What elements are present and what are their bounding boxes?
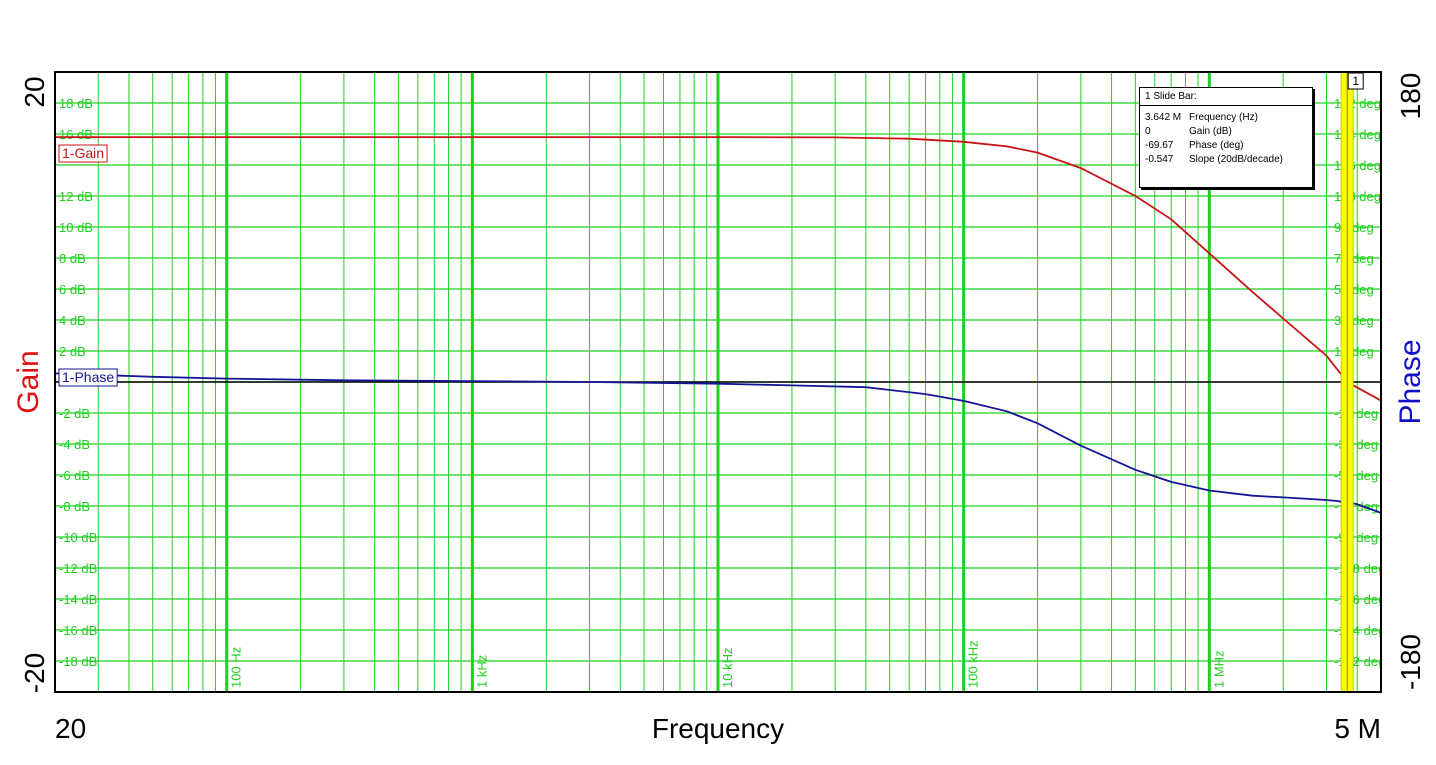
phase-tick-label: -54 deg <box>1334 468 1378 483</box>
gain-tick-label: 4 dB <box>59 313 86 328</box>
gain-tick-label: 10 dB <box>59 220 93 235</box>
frequency-decade-label: 100 Hz <box>229 647 244 688</box>
phase-legend-box <box>58 368 118 387</box>
gain-tick-label: -6 dB <box>59 468 90 483</box>
readout-value: -0.547 <box>1145 154 1174 165</box>
readout-label: Frequency (Hz) <box>1189 112 1258 123</box>
gain-tick-label: -2 dB <box>59 406 90 421</box>
gain-legend-box <box>58 144 108 163</box>
x-min-label: 20 <box>55 713 86 744</box>
gain-axis-title: Gain <box>12 350 45 413</box>
phase-min-label: -180 <box>1395 634 1426 690</box>
gain-tick-label: -14 dB <box>59 592 97 607</box>
gain-tick-label: -16 dB <box>59 623 97 638</box>
gain-min-label: -20 <box>19 653 50 693</box>
readout-label: Gain (dB) <box>1189 126 1232 137</box>
phase-tick-label: -90 deg <box>1334 530 1378 545</box>
gain-tick-label: 6 dB <box>59 282 86 297</box>
gain-tick-label: 18 dB <box>59 96 93 111</box>
readout-row: 0 Gain (dB) <box>1140 125 1312 139</box>
readout-value: 3.642 M <box>1145 112 1182 123</box>
phase-tick-label: 54 deg <box>1334 282 1374 297</box>
readout-row: 3.642 M Frequency (Hz) <box>1140 111 1312 125</box>
gain-legend: 1-Gain <box>62 145 104 161</box>
phase-tick-label: 72 deg <box>1334 251 1374 266</box>
cursor-tag-label: 1 <box>1352 74 1359 88</box>
readout-value: -69.67 <box>1145 140 1174 151</box>
gain-tick-label: -18 dB <box>59 654 97 669</box>
phase-tick-label: -36 deg <box>1334 437 1378 452</box>
gain-tick-label: 12 dB <box>59 189 93 204</box>
plot-frame <box>54 71 1382 693</box>
readout-label: Slope (20dB/decade) <box>1189 154 1283 165</box>
phase-tick-label: 36 deg <box>1334 313 1374 328</box>
readout-value: 0 <box>1145 126 1151 137</box>
gain-tick-label: -8 dB <box>59 499 90 514</box>
frequency-decade-label: 10 kHz <box>720 648 735 688</box>
x-max-label: 5 M <box>1334 713 1381 744</box>
gain-tick-label: 16 dB <box>59 127 93 142</box>
gain-tick-label: -12 dB <box>59 561 97 576</box>
readout-label: Phase (deg) <box>1189 140 1244 151</box>
phase-tick-label: 90 deg <box>1334 220 1374 235</box>
gain-series-line <box>55 136 1382 402</box>
phase-tick-label: 18 deg <box>1334 344 1374 359</box>
phase-series-line <box>54 372 1382 514</box>
gain-tick-label: -4 dB <box>59 437 90 452</box>
phase-tick-label: -18 deg <box>1334 406 1378 421</box>
gain-tick-label: 2 dB <box>59 344 86 359</box>
phase-axis-title: Phase <box>1394 339 1427 424</box>
phase-legend: 1-Phase <box>62 369 114 385</box>
gain-tick-label: -10 dB <box>59 530 97 545</box>
frequency-decade-labels: 100 Hz 1 kHz 10 kHz 100 kHz 1 MHz <box>229 640 1227 688</box>
gain-tick-labels: 18 dB 16 dB 12 dB 10 dB 8 dB 6 dB 4 dB 2 dB -2 d… <box>59 96 97 669</box>
frequency-decade-label: 100 kHz <box>966 640 981 688</box>
frequency-decade-label: 1 MHz <box>1211 650 1226 688</box>
readout-row: -69.67 Phase (deg) <box>1140 139 1312 153</box>
frequency-decade-label: 1 kHz <box>474 655 489 688</box>
series-lines <box>54 136 1382 514</box>
phase-max-label: 180 <box>1395 73 1426 120</box>
gain-tick-label: 8 dB <box>59 251 86 266</box>
readout-row: -0.547 Slope (20dB/decade) <box>1140 153 1312 167</box>
readout-title: 1 Slide Bar: <box>1140 88 1312 106</box>
cursor-readout-panel[interactable]: 1 Slide Bar: 3.642 M Frequency (Hz) 0 Ga… <box>1139 87 1313 188</box>
gain-max-label: 20 <box>19 76 50 107</box>
x-axis-title: Frequency <box>652 713 784 744</box>
